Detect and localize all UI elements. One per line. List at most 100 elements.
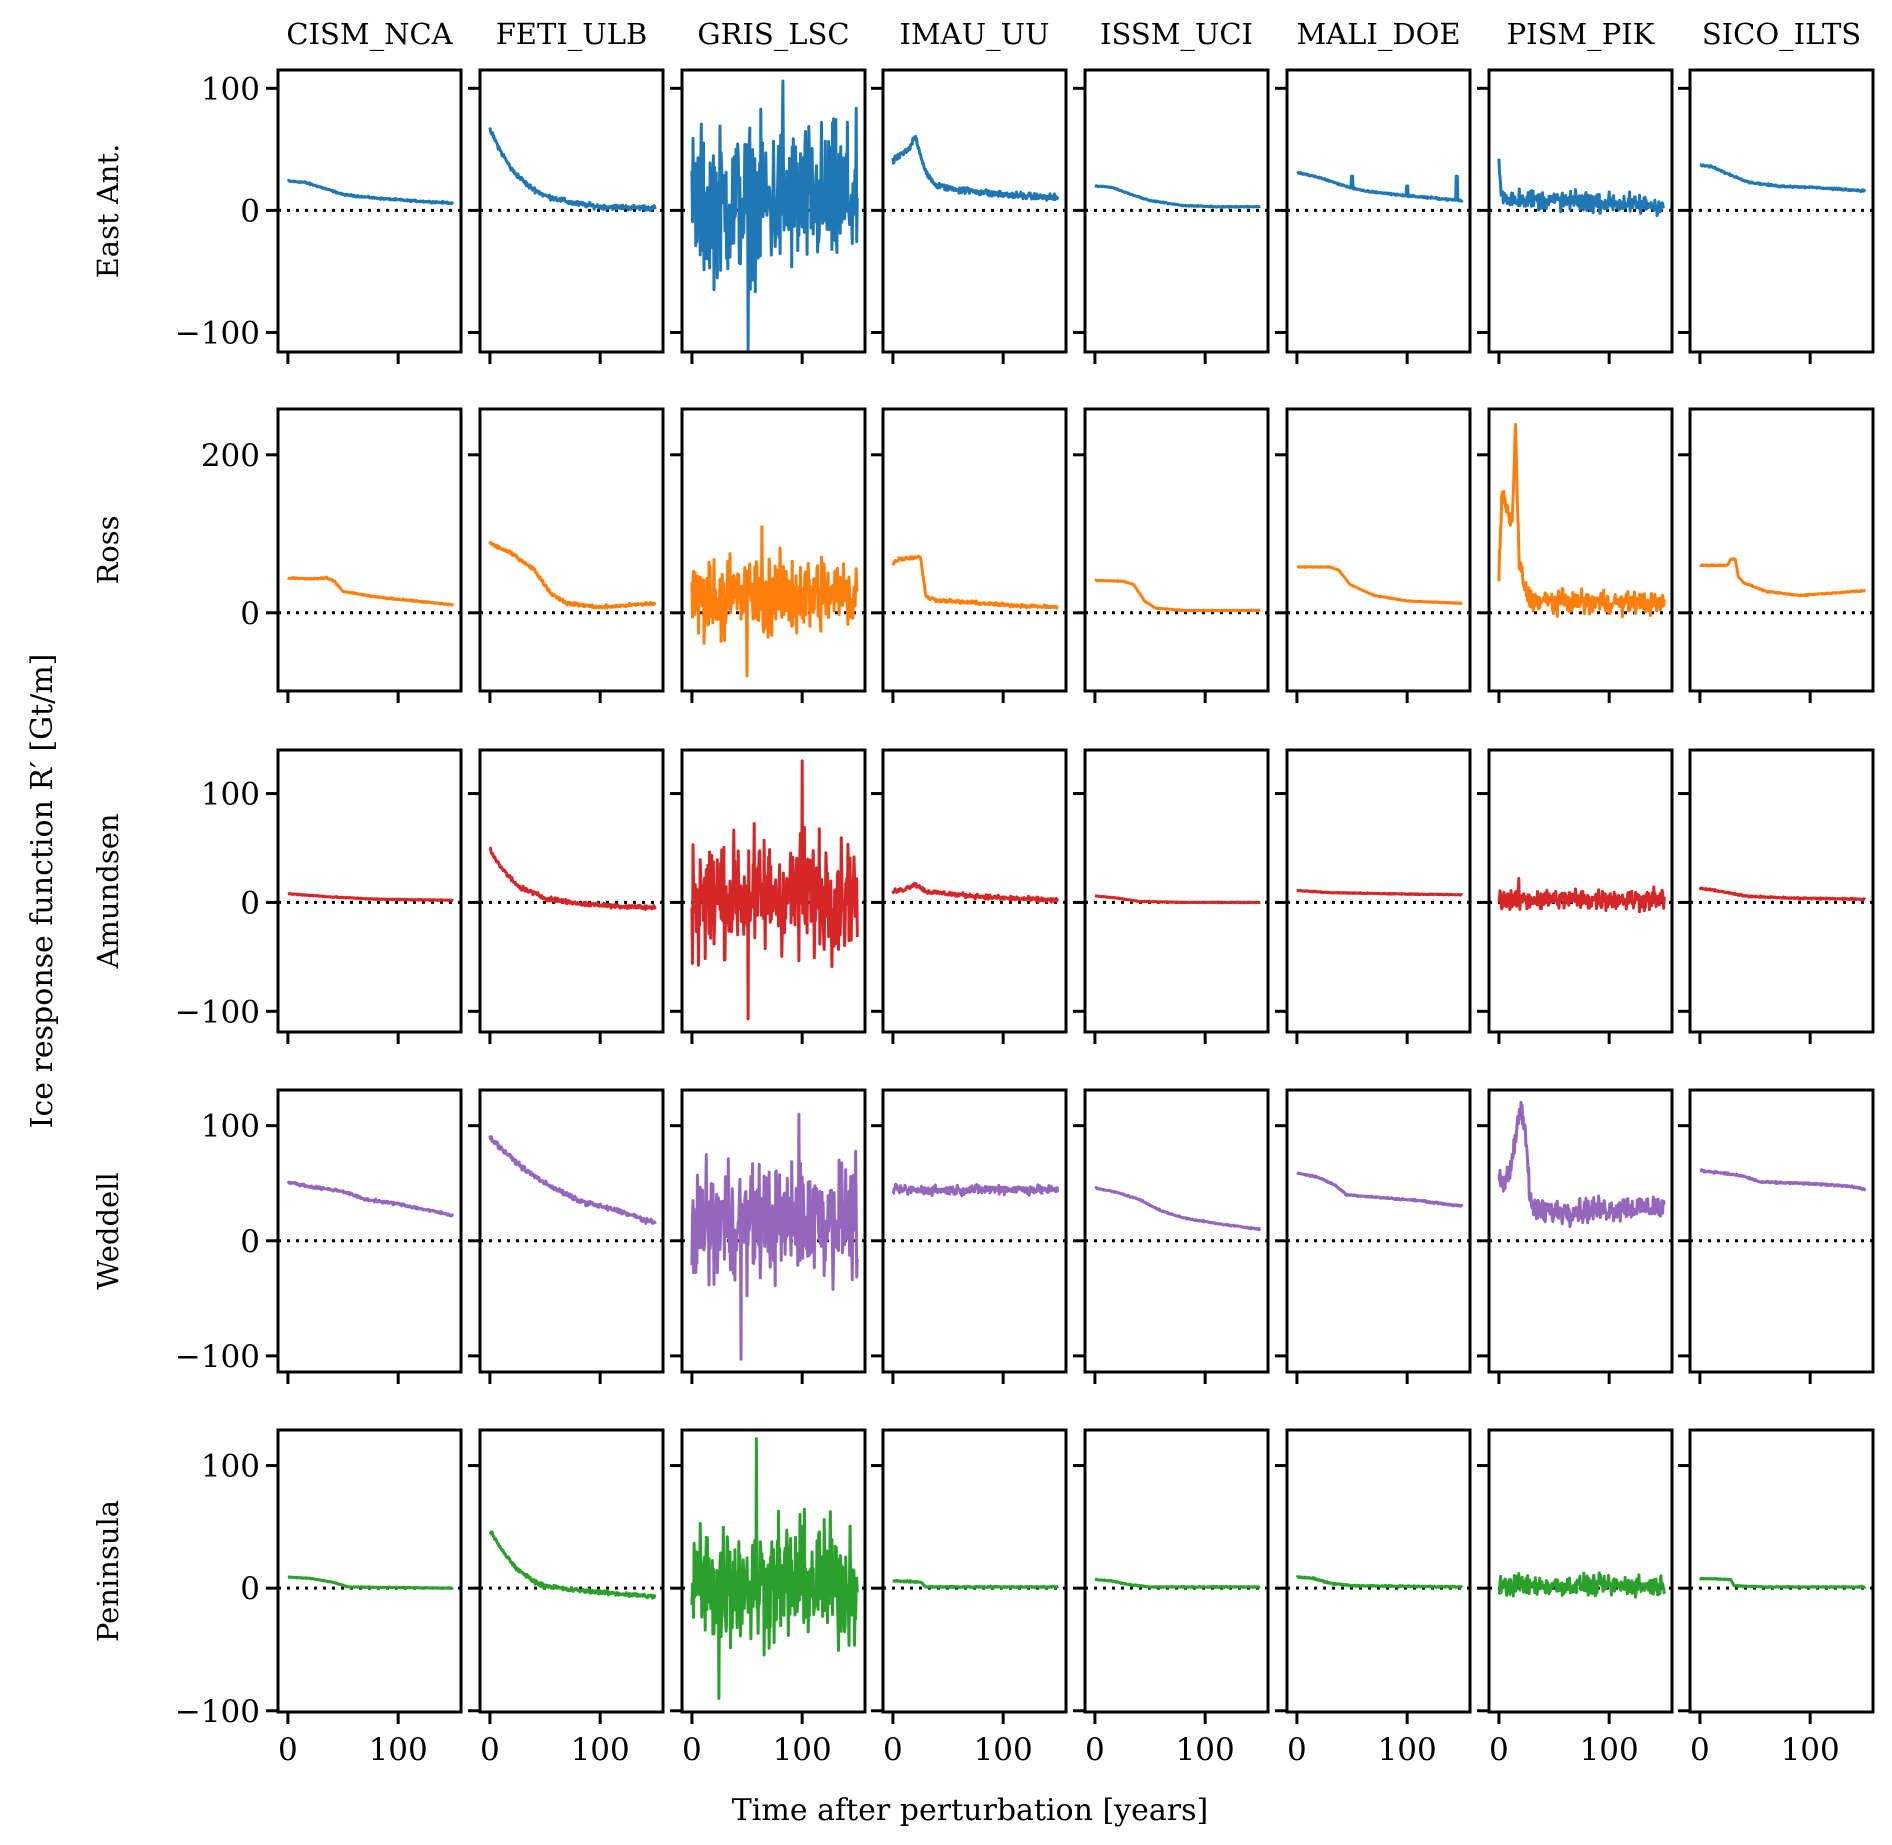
y-tick-label: −100 — [175, 994, 260, 1030]
series-line — [287, 892, 455, 903]
panel-frame — [881, 1428, 1068, 1714]
panel — [1477, 1088, 1674, 1384]
panel — [670, 407, 867, 703]
panel-frame — [478, 407, 665, 693]
panel: 0 100 — [1678, 1428, 1875, 1768]
panel-frame — [1487, 1428, 1674, 1714]
series-line — [1497, 1571, 1666, 1599]
panel-frame — [1285, 1428, 1472, 1714]
panel-frame — [1688, 407, 1875, 693]
series-line — [1698, 886, 1867, 902]
panel-frame — [1688, 1088, 1875, 1374]
x-tick-label: 100 — [974, 1732, 1033, 1768]
panel-frame — [276, 1088, 463, 1374]
panel — [1275, 1088, 1472, 1384]
panel-frame — [680, 1088, 867, 1374]
x-tick-label: 0 — [1085, 1732, 1105, 1768]
panel — [871, 407, 1068, 703]
series-line — [1497, 877, 1666, 914]
panel — [871, 68, 1068, 364]
panel-frame — [478, 1088, 665, 1374]
y-tick-label: 0 — [240, 193, 260, 229]
series-line — [488, 540, 657, 610]
series-line — [488, 1135, 657, 1225]
series-line — [286, 575, 455, 607]
series-line — [1699, 163, 1867, 194]
panel — [670, 748, 867, 1044]
y-tick-label: 0 — [240, 885, 260, 921]
x-tick-label: 100 — [773, 1732, 832, 1768]
column-title: IMAU_UU — [900, 17, 1050, 52]
series-line — [690, 1437, 859, 1700]
panel — [468, 748, 665, 1044]
series-line — [1094, 184, 1262, 209]
panel-frame — [1688, 1428, 1875, 1714]
y-tick-label: 0 — [240, 1571, 260, 1607]
panel — [670, 68, 867, 364]
x-tick-label: 0 — [1287, 1732, 1307, 1768]
series-line — [1094, 578, 1262, 613]
x-tick-label: 100 — [1176, 1732, 1235, 1768]
panel: −100 0 100 — [175, 748, 463, 1044]
y-tick-label: 100 — [201, 1449, 260, 1485]
series-line — [891, 134, 1060, 202]
row-label: Peninsula — [91, 1500, 125, 1642]
panel-frame — [478, 748, 665, 1034]
panel: 0 100 — [670, 1428, 867, 1768]
column-title: FETI_ULB — [496, 17, 648, 52]
series-line — [892, 1579, 1060, 1590]
row-labels: East Ant. Ross Amundsen Weddell Peninsula — [91, 144, 125, 1642]
y-tick-label: 100 — [201, 777, 260, 813]
panel-frame — [881, 407, 1068, 693]
x-tick-label: 100 — [571, 1732, 630, 1768]
panel — [468, 407, 665, 703]
panel: −100 0 100 — [175, 68, 463, 364]
panel-frame — [1487, 407, 1674, 693]
panel — [1477, 748, 1674, 1044]
series-line — [488, 127, 657, 212]
panel: 0 100 — [1073, 1428, 1270, 1768]
y-tick-label: −100 — [175, 315, 260, 351]
row-label: Amundsen — [91, 813, 125, 969]
series-line — [489, 846, 657, 911]
panel-frame — [1688, 748, 1875, 1034]
panel-frame — [680, 407, 867, 693]
series-line — [287, 1575, 455, 1590]
x-axis-label: Time after perturbation [years] — [732, 1793, 1208, 1828]
series-line — [690, 525, 859, 678]
series-line — [1497, 422, 1666, 619]
column-titles: CISM_NCA FETI_ULB GRIS_LSC IMAU_UU ISSM_UCI M… — [286, 17, 1861, 52]
series-line — [891, 554, 1060, 610]
panel-frame — [1487, 1088, 1674, 1374]
column-title: SICO_ILTS — [1702, 17, 1861, 52]
panel-frame — [1083, 407, 1270, 693]
panel-frame — [1285, 407, 1472, 693]
panel — [871, 748, 1068, 1044]
panel-frame — [680, 1428, 867, 1714]
y-axis-label: Ice response function R′ [Gt/m] — [25, 654, 60, 1129]
x-tick-label: 0 — [682, 1732, 702, 1768]
panel — [1678, 68, 1875, 364]
x-tick-label: 0 — [1690, 1732, 1710, 1768]
series-line — [1699, 557, 1867, 598]
panel — [1275, 407, 1472, 703]
x-tick-label: 100 — [369, 1732, 428, 1768]
column-title: ISSM_UCI — [1100, 17, 1253, 52]
panel — [1678, 748, 1875, 1044]
y-tick-label: 100 — [201, 71, 260, 107]
column-title: MALI_DOE — [1296, 17, 1460, 52]
x-tick-label: 0 — [883, 1732, 903, 1768]
panel-frame — [1285, 1088, 1472, 1374]
column-title: CISM_NCA — [286, 17, 453, 52]
x-tick-label: 0 — [480, 1732, 500, 1768]
panel: 0 100 — [468, 1428, 665, 1768]
series-line — [1094, 1186, 1262, 1232]
x-tick-label: 0 — [1489, 1732, 1509, 1768]
panel — [1477, 407, 1674, 703]
series-line — [891, 881, 1060, 904]
row-label: Weddell — [91, 1172, 125, 1289]
series-line — [1295, 1575, 1464, 1589]
panel-frame — [1083, 1428, 1270, 1714]
panel — [1678, 407, 1875, 703]
